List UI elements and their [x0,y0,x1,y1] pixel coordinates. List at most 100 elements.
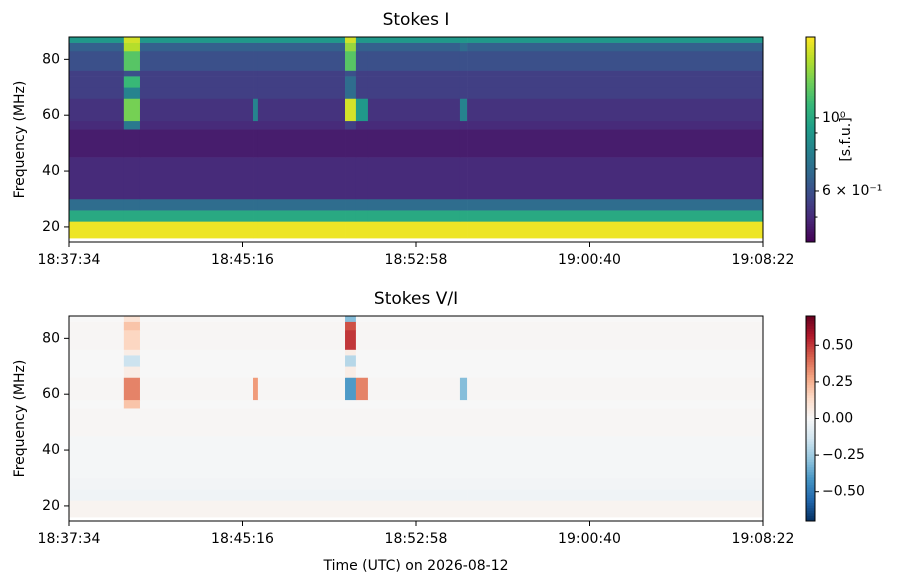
heat-cell [459,489,468,501]
heat-cell [69,377,125,401]
colorbar-segment [806,60,815,64]
heat-cell [355,42,369,52]
heat-cell [257,87,346,99]
colorbar-segment [806,239,815,243]
heat-cell [257,500,346,518]
heat-cell [257,366,346,378]
heat-cell [367,316,461,322]
plot-title: Stokes V/I [374,289,458,309]
colorbar-segment [806,351,815,355]
heat-cell [467,87,764,99]
colorbar-segment [806,170,815,174]
heat-cell [139,157,254,200]
heat-cell [123,120,141,130]
heat-cell [69,489,125,501]
colorbar-segment [806,72,815,76]
heat-cell [345,399,357,409]
heat-cell [139,436,254,479]
heat-cell [123,157,141,200]
heat-cell [253,50,259,71]
colorbar-tick-label: −0.50 [822,484,865,500]
colorbar-segment [806,165,815,169]
colorbar-segment [806,346,815,350]
colorbar-segment [806,387,815,391]
heat-cell [367,70,461,77]
heat-cell [257,37,346,43]
y-axis-label: Frequency (MHz) [12,360,28,478]
colorbar-segment [806,395,815,399]
heat-cell [367,157,461,200]
colorbar-segment [806,436,815,440]
heat-cell [253,157,259,200]
colorbar-segment [806,490,815,494]
heat-cell [253,210,259,222]
heat-cell [69,198,125,211]
colorbar-segment [806,39,815,43]
heat-cell [253,489,259,501]
heat-cell [123,98,141,122]
colorbar-segment [806,218,815,222]
heat-cell [459,157,468,200]
heat-cell [367,408,461,437]
heat-cell [253,70,259,77]
colorbar-segment [806,78,815,82]
heat-cell [459,321,468,331]
heat-cell [345,129,357,158]
colorbar-segment [806,321,815,325]
colorbar-segment [806,75,815,79]
colorbar-segment [806,80,815,84]
heat-cell [69,87,125,99]
colorbar-segment [806,482,815,486]
heat-cell [367,500,461,518]
colorbar-segment [806,101,815,105]
heat-cell [355,210,369,222]
heat-cell [345,377,357,401]
heat-cell [367,87,461,99]
colorbar-segment [806,190,815,194]
heat-cell [367,198,461,211]
x-axis-label: Time (UTC) on 2026-08-12 [322,558,508,574]
colorbar-tick-label: 0.00 [822,411,853,427]
heat-cell [253,366,259,378]
colorbar-segment [806,480,815,484]
colorbar-segment [806,513,815,517]
colorbar-segment [806,106,815,110]
heat-cell [459,377,468,401]
colorbar-segment [806,154,815,158]
colorbar-segment [806,95,815,99]
heat-cell [367,42,461,52]
heat-cell [257,436,346,479]
heat-cell [69,70,125,77]
heat-cell [139,70,254,77]
heat-cell [69,129,125,158]
heat-cell [69,76,125,88]
y-tick-label: 20 [42,498,60,514]
heat-cell [139,221,254,239]
colorbar-segment [806,103,815,107]
colorbar-segment [806,433,815,437]
colorbar-segment [806,65,815,69]
colorbar-segment [806,70,815,74]
colorbar-segment [806,44,815,48]
heat-cell [367,129,461,158]
colorbar-segment [806,477,815,481]
colorbar-segment [806,428,815,432]
heat-cell [345,349,357,356]
heat-cell [355,329,369,350]
colorbar-segment [806,441,815,445]
heat-cell [253,37,259,43]
colorbar-segment [806,54,815,58]
colorbar-segment [806,131,815,135]
colorbar-segment [806,52,815,56]
heat-cell [123,87,141,99]
colorbar-segment [806,88,815,92]
heat-cell [123,489,141,501]
heat-cell [123,399,141,409]
x-tick-label: 18:37:34 [38,531,101,547]
colorbar-segment [806,449,815,453]
colorbar-tick-label: −0.25 [822,447,865,463]
heat-cell [345,500,357,518]
heat-cell [139,377,254,401]
heat-cell [139,500,254,518]
heat-cell [355,50,369,71]
